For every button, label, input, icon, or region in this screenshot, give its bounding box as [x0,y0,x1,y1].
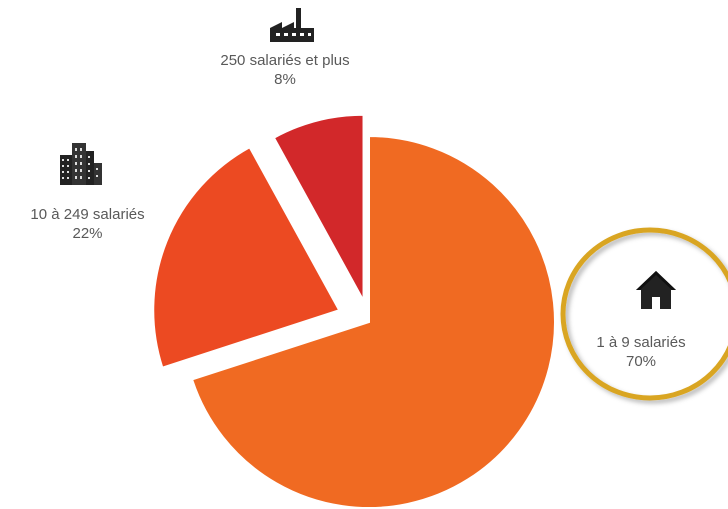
slice-label-text: 10 à 249 salariés [30,206,145,223]
slice-250-plus [272,113,365,302]
slice-label-10-249: 10 à 249 salariés 22% [0,205,175,243]
slice-label-250-plus: 250 salariés et plus 8% [205,51,365,89]
house-icon [636,271,676,309]
slice-label-text: 1 à 9 salariés [596,334,686,351]
pie-slices [152,113,556,509]
slice-percent: 8% [274,71,296,88]
slice-1-9 [190,134,556,509]
slice-10-249 [152,145,341,369]
highlight-ring [560,227,728,401]
slice-percent: 70% [625,353,657,370]
slice-label-text: 250 salariés et plus [220,52,350,69]
slice-percent: 22% [72,225,103,242]
factory-icon [270,8,314,42]
buildings-icon [60,143,102,185]
slice-label-1-9: 1 à 9 salariés 70% [566,333,716,371]
